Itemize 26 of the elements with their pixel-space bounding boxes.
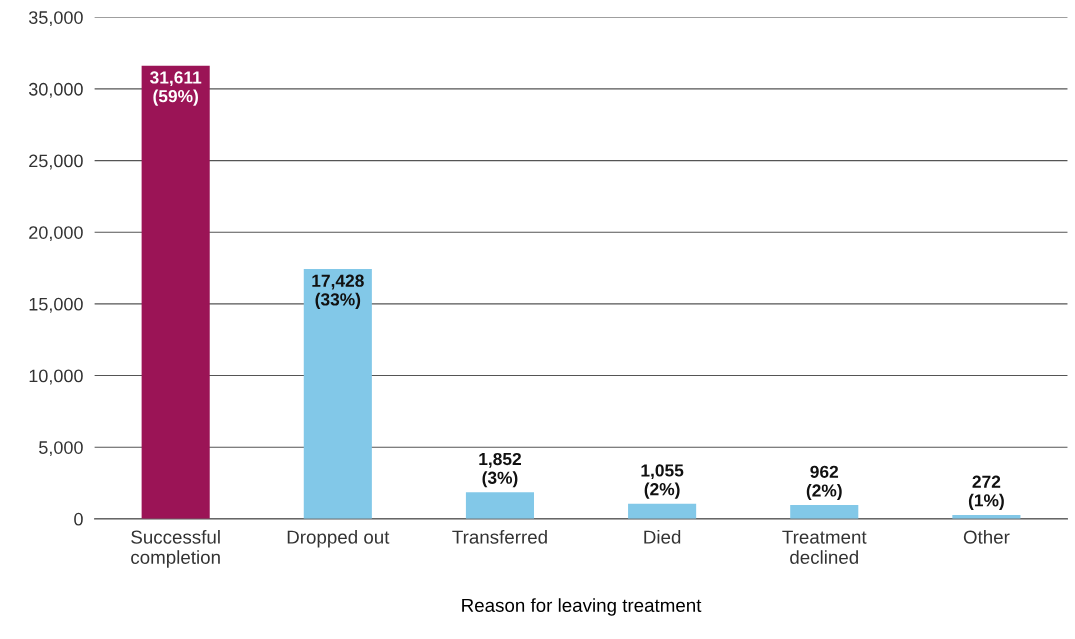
y-tick-label: 0: [74, 512, 83, 526]
x-tick-label: Dropped out: [287, 529, 390, 548]
data-label: 17,428 (33%): [312, 274, 364, 309]
x-tick-label: Other: [963, 529, 1010, 544]
bar: [628, 503, 697, 519]
bar: [303, 269, 372, 519]
data-label: 1,852 (3%): [479, 452, 521, 488]
data-label: 962 (2%): [806, 465, 842, 501]
bar: [141, 65, 210, 519]
y-tick-label: 20,000: [29, 226, 83, 242]
y-tick-label: 35,000: [28, 11, 83, 27]
y-tick-label: 5,000: [39, 441, 83, 457]
x-tick-label: Successful completion: [131, 529, 220, 568]
bar: [465, 492, 535, 519]
x-tick-label: Treatment declined: [782, 530, 867, 564]
data-label: 1,055 (2%): [641, 464, 684, 499]
y-tick-label: 30,000: [28, 82, 83, 98]
y-tick-label: 10,000: [29, 369, 83, 385]
bar: [790, 505, 859, 519]
x-tick-label: Died: [644, 529, 681, 544]
data-label: 272 (1%): [968, 475, 1004, 510]
x-axis-title: Reason for leaving treatment: [462, 598, 702, 616]
data-label: 31,611 (59%): [150, 71, 202, 106]
y-tick-label: 15,000: [29, 297, 83, 313]
y-tick-label: 25,000: [29, 154, 83, 170]
x-tick-label: Transferred: [452, 529, 547, 544]
